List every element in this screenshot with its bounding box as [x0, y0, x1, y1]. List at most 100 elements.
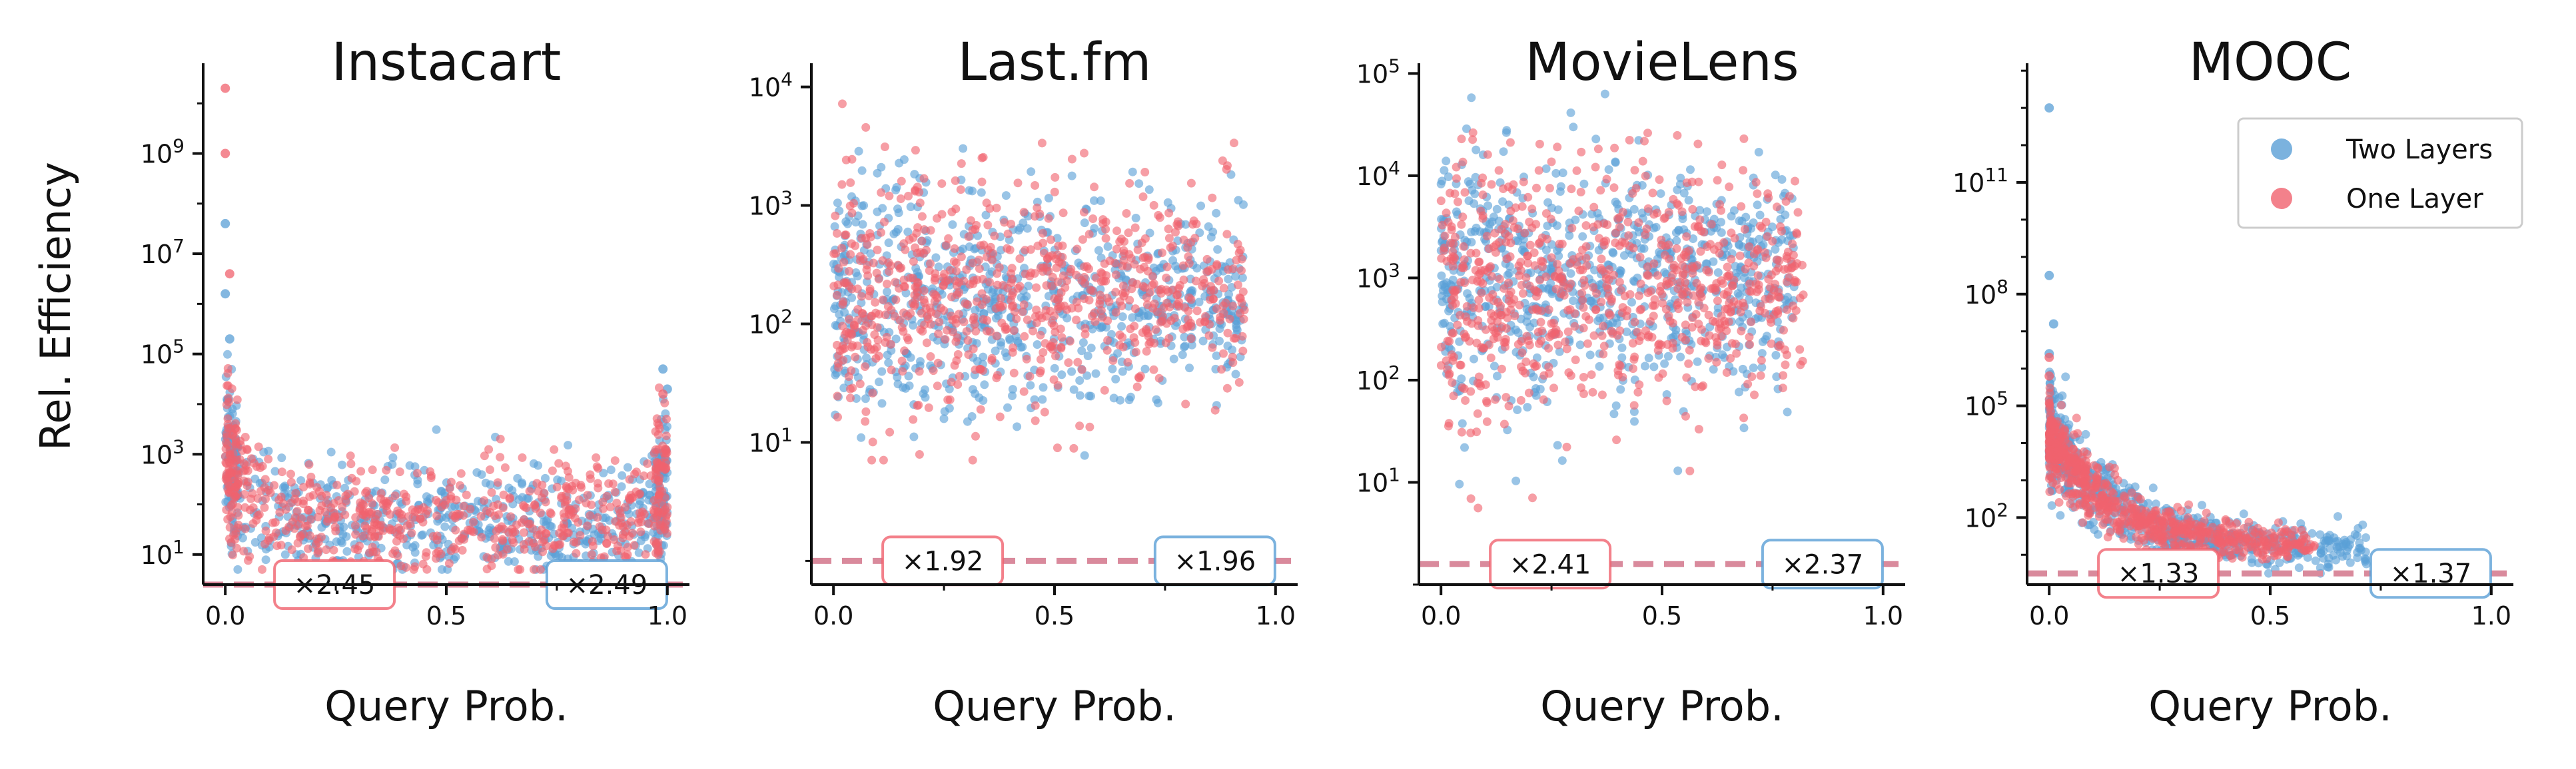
data-point: [1646, 317, 1655, 326]
data-point: [1448, 286, 1458, 295]
data-point: [493, 500, 502, 509]
data-point: [1750, 390, 1759, 399]
series-one-layer: [829, 99, 1249, 465]
data-point: [1798, 356, 1807, 366]
data-point: [1003, 403, 1012, 412]
data-point: [1467, 228, 1476, 236]
data-point: [1745, 242, 1754, 251]
data-point: [1712, 358, 1721, 367]
data-point: [386, 525, 395, 535]
data-point: [487, 488, 496, 497]
data-point: [1467, 319, 1476, 328]
data-point: [1678, 271, 1687, 280]
data-point: [1636, 279, 1645, 288]
data-point: [865, 229, 875, 238]
data-point: [1497, 364, 1506, 374]
data-point: [1528, 493, 1537, 503]
data-point: [1579, 373, 1588, 382]
data-point: [1472, 145, 1481, 154]
y-tick-label: 101: [141, 536, 185, 570]
data-point: [1053, 443, 1062, 453]
data-point: [222, 400, 231, 409]
data-point: [374, 532, 383, 541]
data-point: [326, 447, 336, 457]
data-point: [1222, 164, 1231, 174]
data-point: [1237, 254, 1246, 264]
data-point: [1204, 222, 1213, 231]
data-point: [875, 378, 883, 387]
data-point: [1497, 310, 1506, 320]
data-point: [416, 505, 425, 515]
data-point: [1604, 165, 1613, 174]
data-point: [1641, 171, 1650, 180]
data-point: [1458, 157, 1468, 166]
data-point: [1556, 182, 1565, 191]
data-point: [373, 509, 382, 519]
data-point: [618, 471, 627, 480]
data-point: [1544, 344, 1553, 353]
data-point: [1613, 366, 1623, 376]
data-point: [1072, 316, 1081, 324]
data-point: [1001, 191, 1011, 200]
data-point: [1140, 234, 1150, 243]
ratio-label-two-layers: ×1.96: [1153, 535, 1276, 587]
data-point: [1731, 269, 1741, 278]
data-point: [1689, 291, 1698, 300]
data-point: [2361, 533, 2370, 542]
data-point: [1532, 183, 1541, 192]
data-point: [1214, 276, 1224, 286]
data-point: [1126, 392, 1135, 401]
data-point: [1704, 354, 1713, 363]
data-point: [899, 275, 909, 284]
data-point: [661, 452, 670, 461]
data-point: [919, 286, 929, 296]
data-point: [1783, 264, 1793, 273]
data-point: [1578, 232, 1587, 241]
data-point: [1468, 128, 1478, 137]
data-point: [1591, 162, 1600, 172]
data-point: [602, 539, 611, 548]
data-point: [1547, 157, 1556, 166]
data-point: [1142, 347, 1151, 356]
data-point: [951, 276, 960, 286]
data-point: [557, 491, 566, 501]
data-point: [849, 320, 859, 330]
data-point: [1217, 365, 1226, 374]
data-point: [1144, 185, 1154, 194]
data-point: [1609, 409, 1619, 419]
data-point: [1464, 196, 1474, 205]
data-point: [915, 188, 924, 197]
data-point: [975, 255, 983, 264]
data-point: [1445, 337, 1454, 346]
data-point: [1551, 168, 1561, 178]
data-point: [1108, 356, 1118, 365]
data-point: [306, 515, 315, 524]
data-point: [1086, 344, 1096, 353]
data-point: [440, 522, 450, 531]
data-point: [1223, 328, 1232, 338]
data-point: [336, 537, 346, 546]
data-point: [1103, 242, 1112, 251]
data-point: [1516, 395, 1525, 405]
data-point: [1525, 281, 1534, 290]
data-point: [829, 282, 839, 291]
data-point: [562, 482, 571, 491]
scatter-points: [1436, 89, 1808, 513]
data-point: [276, 492, 286, 501]
data-point: [1790, 262, 1799, 271]
data-point: [1092, 273, 1101, 282]
data-point: [1547, 253, 1556, 262]
data-point: [1578, 296, 1587, 305]
data-point: [1471, 172, 1480, 182]
data-point: [1115, 237, 1124, 246]
data-point: [382, 465, 391, 475]
data-point: [1224, 274, 1233, 284]
data-point: [1482, 325, 1490, 334]
data-point: [1200, 317, 1210, 326]
data-point: [1475, 379, 1484, 388]
data-point: [312, 483, 322, 492]
data-point: [1611, 158, 1620, 167]
y-tick-label: 103: [749, 187, 793, 221]
